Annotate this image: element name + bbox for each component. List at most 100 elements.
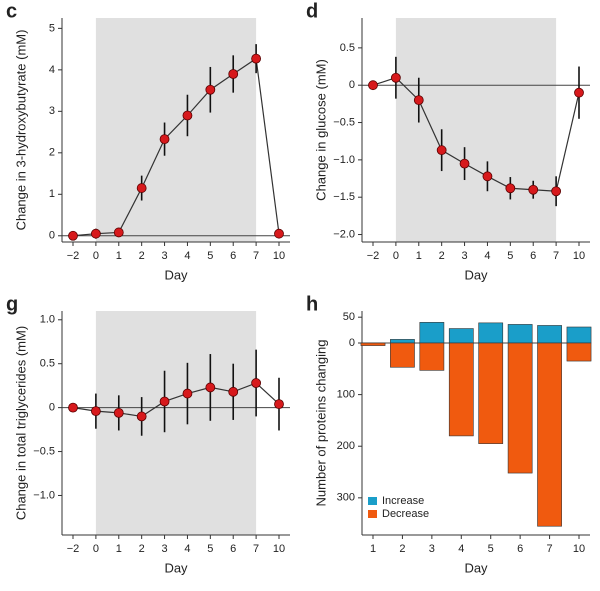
y-tick-label: −1.5	[333, 191, 355, 203]
y-tick-label: 300	[337, 492, 355, 504]
bar	[566, 326, 592, 344]
mean-point	[574, 87, 584, 98]
panel: h Number of proteins changing Day 50 0 100 200…	[306, 293, 592, 575]
mean-point	[251, 378, 262, 388]
x-tick-label: 4	[484, 250, 490, 262]
y-axis-label: Number of proteins changing	[313, 340, 328, 507]
mean-point	[136, 411, 147, 422]
y-tick-label: −0.5	[333, 116, 355, 128]
x-tick-label: 7	[253, 250, 259, 262]
mean-point	[251, 53, 262, 64]
x-tick-label: 7	[253, 543, 259, 555]
x-tick-label: 10	[273, 543, 285, 555]
x-tick-label: 10	[573, 250, 585, 262]
panel-letter: h	[306, 293, 318, 315]
bar	[478, 322, 504, 344]
mean-point	[482, 171, 493, 182]
x-tick-label: 3	[161, 250, 167, 262]
mean-point	[136, 183, 147, 193]
bar	[448, 342, 474, 437]
mean-point	[505, 183, 516, 194]
x-tick-label: 2	[139, 250, 145, 262]
x-tick-label: 6	[230, 250, 236, 262]
mean-point	[413, 95, 424, 106]
x-tick-label: 1	[116, 250, 122, 262]
x-tick-label: −2	[67, 543, 80, 555]
y-tick-label: 4	[49, 64, 55, 76]
y-tick-label: 0	[49, 402, 55, 414]
y-tick-label: 50	[343, 311, 355, 323]
mean-point	[368, 80, 378, 91]
bar	[537, 325, 562, 344]
x-tick-label: 7	[553, 250, 559, 262]
x-tick-label: 6	[530, 250, 536, 262]
bar	[507, 324, 533, 344]
bar	[360, 342, 386, 346]
mean-point	[68, 402, 78, 413]
y-tick-label: 1	[49, 188, 55, 200]
mean-point	[68, 230, 78, 241]
mean-point	[113, 227, 124, 238]
mean-point	[459, 158, 470, 169]
legend-label: Decrease	[382, 508, 429, 520]
bar	[390, 342, 415, 368]
y-tick-label: 0	[49, 230, 55, 242]
y-axis-label: Change in total triglycerides (mM)	[13, 326, 28, 520]
x-tick-label: −2	[367, 250, 380, 262]
x-tick-label: 3	[461, 250, 467, 262]
y-tick-label: 100	[337, 389, 355, 401]
x-tick-label: 6	[230, 543, 236, 555]
x-tick-label: 1	[416, 250, 422, 262]
mean-point	[551, 186, 562, 197]
panel: c Change in 3-hydroxybutyrate (mM) Day 0 1 2 3…	[6, 0, 290, 282]
x-axis-label: Day	[464, 267, 488, 282]
mean-point	[159, 134, 170, 145]
x-tick-label: 0	[93, 250, 99, 262]
bar	[566, 342, 592, 362]
panel-letter: g	[6, 293, 18, 315]
x-tick-label: 5	[488, 543, 494, 555]
shaded-period	[95, 311, 257, 535]
panel: g Change in total triglycerides (mM) Day 1.…	[6, 293, 290, 575]
x-axis-label: Day	[464, 560, 488, 575]
mean-point	[90, 228, 101, 239]
bar	[537, 342, 562, 527]
x-tick-label: 7	[547, 543, 553, 555]
mean-line	[372, 77, 580, 192]
x-tick-label: 1	[370, 543, 376, 555]
bar	[419, 322, 445, 344]
x-tick-label: 6	[517, 543, 523, 555]
mean-line	[72, 382, 280, 418]
y-tick-label: 200	[337, 440, 355, 452]
bar	[507, 342, 533, 474]
x-tick-label: −2	[67, 250, 80, 262]
shaded-period	[95, 18, 257, 242]
mean-point	[205, 84, 216, 95]
x-tick-label: 0	[393, 250, 399, 262]
mean-point	[205, 382, 216, 393]
x-tick-label: 4	[184, 543, 190, 555]
mean-point	[228, 386, 239, 397]
y-tick-label: −1.0	[333, 154, 355, 166]
x-tick-label: 3	[161, 543, 167, 555]
x-tick-label: 5	[207, 543, 213, 555]
bar	[448, 328, 474, 344]
y-tick-label: 0.5	[40, 358, 55, 370]
mean-point	[159, 396, 170, 407]
mean-point	[182, 110, 193, 121]
y-axis-label: Change in 3-hydroxybutyrate (mM)	[13, 30, 28, 231]
y-tick-label: 1.0	[40, 314, 55, 326]
bar	[390, 339, 415, 344]
y-tick-label: −0.5	[33, 445, 55, 457]
mean-line	[72, 57, 280, 237]
x-tick-label: 10	[273, 250, 285, 262]
panel-letter: c	[6, 0, 17, 22]
y-tick-label: 5	[49, 22, 55, 34]
y-tick-label: −1.0	[33, 489, 55, 501]
panel: d Change in glucose (mM) Day 0.5 0 −0.5 −1.0 −1…	[306, 0, 590, 282]
x-axis-label: Day	[164, 560, 188, 575]
bar	[419, 342, 445, 371]
x-tick-label: 2	[139, 543, 145, 555]
x-tick-label: 3	[429, 543, 435, 555]
y-tick-label: −2.0	[333, 228, 355, 240]
